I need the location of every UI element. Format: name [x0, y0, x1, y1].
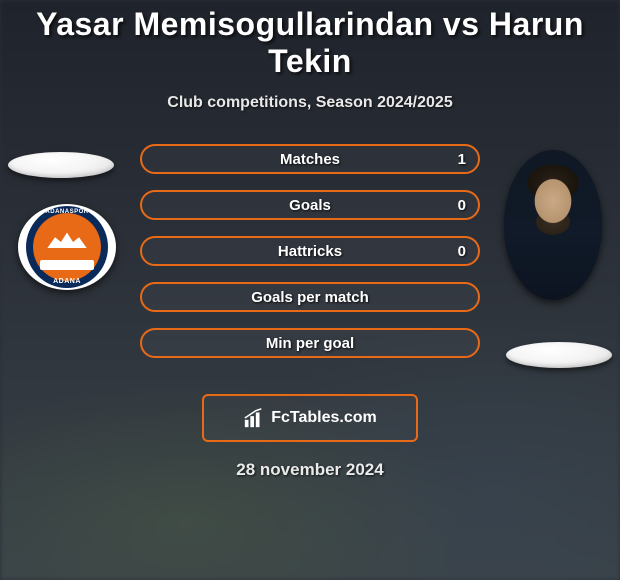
- attribution-text: FcTables.com: [271, 409, 377, 427]
- stat-bar-value-right: 1: [458, 146, 466, 172]
- stat-bar-label: Goals: [142, 192, 478, 218]
- club-badge-graphic: ADANASPOR ADANA: [26, 206, 108, 288]
- stat-bar-goals-per-match: Goals per match: [140, 282, 480, 312]
- stat-bar-label: Matches: [142, 146, 478, 172]
- stat-bar-value-right: 0: [458, 238, 466, 264]
- stat-bar-label: Min per goal: [142, 330, 478, 356]
- page-title: Yasar Memisogullarindan vs Harun Tekin: [0, 0, 620, 80]
- right-player-column: [490, 144, 620, 384]
- left-player-placeholder-ellipse: [8, 152, 114, 178]
- subtitle: Club competitions, Season 2024/2025: [0, 94, 620, 112]
- player-photo-placeholder: [504, 150, 602, 300]
- right-player-photo: [504, 150, 602, 300]
- club-badge-left: ADANASPOR ADANA: [18, 204, 116, 290]
- bar-chart-icon: [243, 407, 265, 429]
- right-player-placeholder-ellipse: [506, 342, 612, 368]
- stat-bar-min-per-goal: Min per goal: [140, 328, 480, 358]
- stat-bar-hattricks: Hattricks 0: [140, 236, 480, 266]
- stat-bars: Matches 1 Goals 0 Hattricks 0 Goals per …: [140, 144, 480, 374]
- date-text: 28 november 2024: [0, 460, 620, 480]
- club-badge-top-text: ADANASPOR: [45, 209, 88, 215]
- club-badge-bottom-text: ADANA: [53, 278, 81, 285]
- attribution-box: FcTables.com: [202, 394, 418, 442]
- stat-bar-label: Goals per match: [142, 284, 478, 310]
- stat-bar-value-right: 0: [458, 192, 466, 218]
- stat-bar-goals: Goals 0: [140, 190, 480, 220]
- stat-bar-matches: Matches 1: [140, 144, 480, 174]
- comparison-area: ADANASPOR ADANA Matches 1 Goals 0 Hattri…: [0, 144, 620, 384]
- stat-bar-label: Hattricks: [142, 238, 478, 264]
- left-player-column: ADANASPOR ADANA: [0, 144, 130, 384]
